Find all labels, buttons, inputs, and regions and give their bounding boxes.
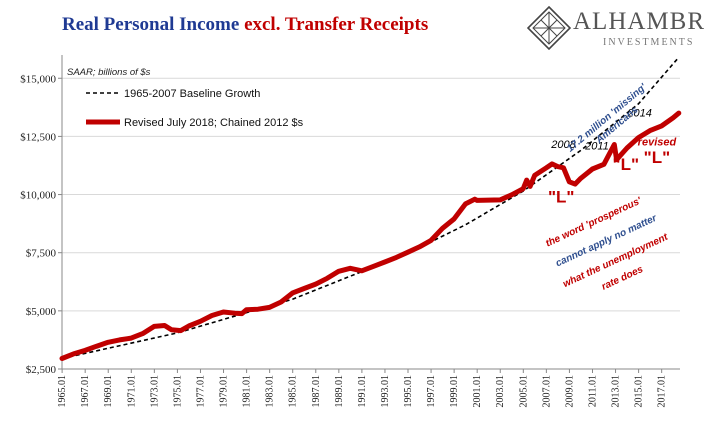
y-tick-label: $7,500 (26, 248, 57, 260)
x-tick-label: 2001.01 (472, 375, 483, 408)
x-tick-label: 1973.01 (149, 375, 160, 408)
legend: 1965-2007 Baseline Growth Revised July 20… (86, 88, 304, 129)
x-tick-label: 1993.01 (380, 375, 391, 408)
legend-label-income: Revised July 2018; Chained 2012 $s (124, 117, 304, 129)
x-tick-label: 2011.01 (587, 375, 598, 407)
y-tick-label: $15,000 (20, 73, 56, 85)
x-tick-label: 2007.01 (541, 375, 552, 408)
x-tick-label: 1965.01 (57, 375, 68, 408)
y-tick-label: $12,500 (20, 131, 56, 143)
logo-brand: ALHAMBRA (573, 8, 705, 35)
chart-annotation: 2011 (584, 141, 609, 153)
x-tick-label: 1987.01 (311, 375, 322, 408)
baseline-series-line (61, 56, 680, 360)
x-tick-label: 1967.01 (80, 375, 91, 408)
x-tick-label: 2015.01 (634, 375, 645, 408)
x-tick-label: 2003.01 (495, 375, 506, 408)
x-tick-label: 1997.01 (426, 375, 437, 408)
title-part-2: excl. Transfer Receipts (244, 14, 429, 35)
x-tick-label: 1985.01 (288, 375, 299, 408)
income-series-line (59, 110, 682, 361)
x-tick-label: 1999.01 (449, 375, 460, 408)
chart-annotation: 2014 (626, 108, 651, 120)
x-tick-label: 1989.01 (334, 375, 345, 408)
diamond-lattice-icon (527, 6, 571, 50)
chart-annotation: 2008 (550, 139, 576, 151)
x-tick-label: 1979.01 (219, 375, 230, 408)
x-tick-label: 1983.01 (265, 375, 276, 408)
alhambra-logo: ALHAMBRA INVESTMENTS (527, 6, 705, 52)
y-axis: $2,500 $5,000 $7,500 $10,000 $12,500 $15,000 (20, 73, 62, 376)
x-tick-label: 1969.01 (103, 375, 114, 408)
l-shape-annotation: "L" (644, 148, 671, 167)
unit-note: SAAR; billions of $s (67, 67, 151, 78)
l-shape-annotation: "L" (548, 188, 575, 207)
x-tick-label: 2005.01 (518, 375, 529, 408)
y-tick-label: $5,000 (26, 306, 57, 318)
logo-sub: INVESTMENTS (603, 37, 695, 48)
x-tick-label: 2017.01 (657, 375, 668, 408)
x-tick-label: 1981.01 (242, 375, 253, 408)
x-tick-label: 2013.01 (611, 375, 622, 408)
chart-annotation: revised (638, 137, 677, 149)
legend-label-baseline: 1965-2007 Baseline Growth (124, 88, 260, 100)
y-tick-label: $10,000 (20, 190, 56, 202)
y-tick-label: $2,500 (26, 364, 57, 376)
x-tick-label: 1995.01 (403, 375, 414, 408)
x-axis: 1965.01 1967.01 1969.01 1971.01 1973.01 1975.… (57, 369, 668, 408)
x-tick-label: 1977.01 (195, 375, 206, 408)
x-tick-label: 1991.01 (357, 375, 368, 408)
x-tick-label: 2009.01 (564, 375, 575, 408)
title-part-1: Real Personal Income (62, 14, 245, 35)
x-tick-label: 1975.01 (172, 375, 183, 408)
chart-title: Real Personal Income excl. Transfer Rece… (62, 14, 428, 36)
x-tick-label: 1971.01 (126, 375, 137, 408)
l-shape-annotation: "L" (613, 155, 640, 174)
series-group (59, 56, 682, 361)
